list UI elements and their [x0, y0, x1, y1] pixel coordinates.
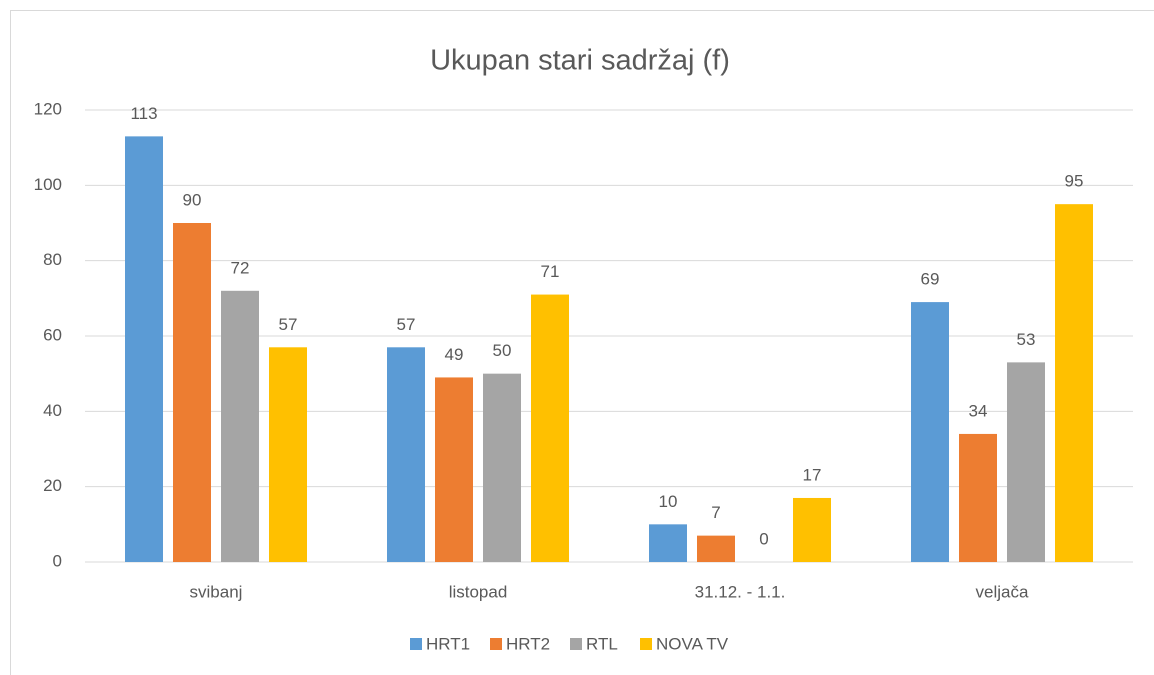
bar	[1007, 362, 1045, 562]
x-tick-label: veljača	[976, 582, 1029, 601]
data-label: 90	[183, 190, 202, 209]
bar	[221, 290, 259, 562]
legend-label: NOVA TV	[656, 634, 729, 653]
data-label: 7	[711, 503, 720, 522]
data-label: 53	[1017, 330, 1036, 349]
y-tick-label: 0	[53, 551, 62, 570]
bar	[697, 535, 735, 562]
bar	[649, 524, 687, 562]
legend-swatch	[570, 638, 582, 650]
legend-swatch	[410, 638, 422, 650]
data-label: 17	[803, 465, 822, 484]
data-label: 57	[279, 315, 298, 334]
y-tick-label: 120	[34, 99, 62, 118]
data-label: 10	[659, 492, 678, 511]
legend-label: HRT2	[506, 634, 550, 653]
data-label: 72	[231, 258, 250, 277]
data-label: 57	[397, 315, 416, 334]
x-tick-label: svibanj	[190, 582, 243, 601]
bar	[173, 223, 211, 562]
chart-title: Ukupan stari sadržaj (f)	[430, 45, 730, 77]
data-label: 49	[445, 345, 464, 364]
legend-swatch	[490, 638, 502, 650]
data-label: 0	[759, 529, 768, 548]
legend-swatch	[640, 638, 652, 650]
legend-label: HRT1	[426, 634, 470, 653]
bar	[269, 347, 307, 562]
data-label: 34	[969, 401, 988, 420]
bar	[531, 294, 569, 562]
bar	[483, 373, 521, 562]
bar	[387, 347, 425, 562]
y-tick-label: 80	[43, 250, 62, 269]
data-label: 71	[541, 262, 560, 281]
data-label: 113	[130, 104, 157, 123]
x-tick-label: 31.12. - 1.1.	[695, 582, 786, 601]
y-tick-label: 20	[43, 476, 62, 495]
data-label: 50	[493, 341, 512, 360]
legend-label: RTL	[586, 634, 618, 653]
chart-border	[10, 10, 1154, 675]
y-tick-label: 100	[34, 175, 62, 194]
bar	[793, 497, 831, 562]
bar	[435, 377, 473, 562]
bar	[911, 302, 949, 562]
x-tick-label: listopad	[449, 582, 508, 601]
bar	[125, 136, 163, 562]
bar	[959, 433, 997, 562]
y-tick-label: 40	[43, 401, 62, 420]
data-label: 95	[1065, 172, 1084, 191]
bar	[1055, 204, 1093, 562]
data-label: 69	[921, 270, 940, 289]
y-tick-label: 60	[43, 325, 62, 344]
